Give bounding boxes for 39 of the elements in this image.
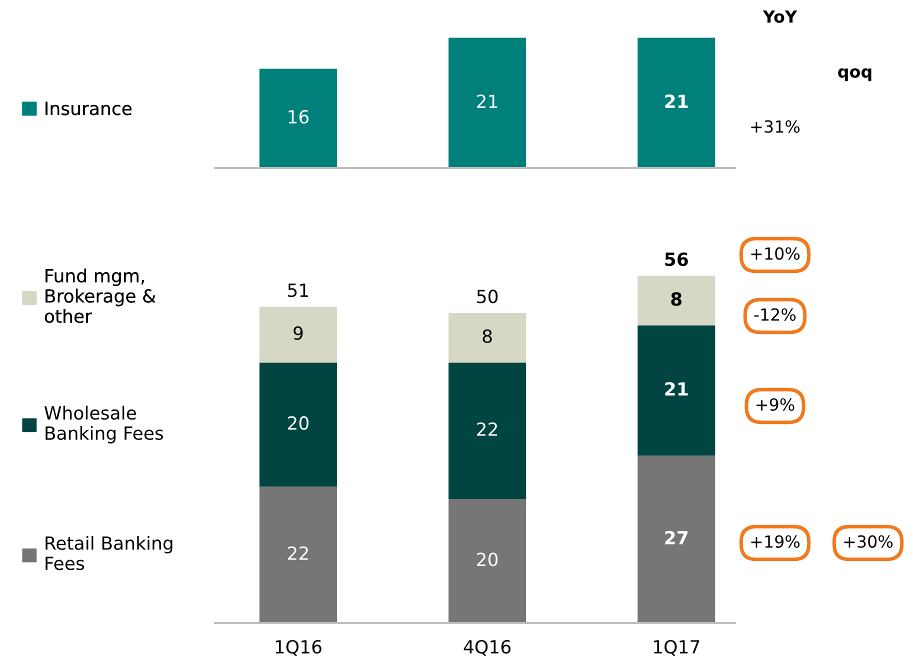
bar	[448, 313, 526, 363]
legend-label: Retail Banking Fees	[46, 536, 172, 570]
total-label: 50	[477, 290, 498, 304]
text: +30%	[844, 535, 893, 548]
data-label: 8	[671, 292, 682, 306]
data-label: 27	[665, 530, 688, 544]
bar	[638, 276, 716, 326]
data-label: 20	[288, 416, 308, 430]
bar	[259, 486, 337, 623]
bar	[448, 499, 526, 623]
data-label: 20	[477, 552, 498, 566]
data-label: 9	[294, 326, 303, 340]
x-tick-label: 1Q17	[654, 640, 700, 656]
bar	[259, 306, 337, 363]
x-tick-label: 4Q16	[464, 640, 510, 656]
text: -12%	[754, 308, 796, 321]
total-label: 51	[288, 284, 308, 298]
bar	[448, 362, 526, 499]
bar	[638, 456, 716, 623]
legend-label: Fund mgm, Brokerage & other	[44, 268, 156, 323]
legend-label: Wholesale Banking Fees	[44, 406, 164, 444]
x-tick-label: 1Q16	[276, 640, 322, 656]
text: +19%	[751, 535, 800, 548]
data-label: 16	[288, 110, 309, 124]
text: YoY	[762, 10, 798, 23]
text: qoq	[838, 68, 872, 82]
total-label: 56	[665, 252, 688, 266]
text: +9%	[756, 398, 794, 411]
bar	[638, 325, 716, 456]
data-label: 22	[288, 546, 308, 560]
data-label: 8	[482, 329, 492, 344]
legend-label: Insurance	[46, 102, 132, 116]
data-label: 22	[477, 422, 497, 436]
data-label: 21	[665, 94, 688, 108]
text: +10%	[751, 247, 800, 260]
text: +31%	[751, 120, 800, 133]
bar	[259, 362, 337, 487]
data-label: 21	[477, 94, 498, 108]
data-label: 21	[665, 382, 688, 396]
